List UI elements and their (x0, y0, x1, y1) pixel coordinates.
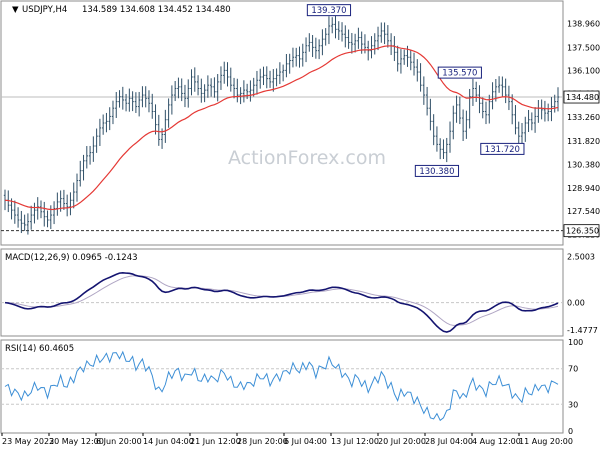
price-annotation: 135.570 (437, 66, 482, 79)
price-annotation-label: 135.570 (442, 69, 477, 79)
x-tick-label: 14 Jun 04:00 (143, 437, 194, 446)
macd-layer (1, 271, 563, 333)
rsi-tick-label: 0 (568, 427, 573, 436)
macd-panel-frame (0, 248, 564, 337)
x-tick-label: 6 Jul 04:00 (284, 437, 327, 446)
macd-label: MACD(12,26,9) 0.0965 -0.1243 (5, 253, 138, 263)
price-tick-label: 133.260 (567, 113, 600, 122)
price-tick-label: 130.380 (567, 160, 600, 169)
macd-tick-label: 0.00 (567, 299, 585, 308)
x-tick-label: 28 Jun 20:00 (237, 437, 288, 446)
price-tick-label: 128.940 (567, 184, 600, 193)
symbol-label: USDJPY,H4 (22, 5, 67, 15)
rsi-label: RSI(14) 60.4605 (5, 344, 74, 354)
macd-tick-label: -1.4777 (567, 326, 598, 335)
symbol-dropdown-icon[interactable]: ▼ (12, 5, 19, 15)
macd-tick-label: 2.5003 (567, 253, 595, 262)
rsi-tick-label: 30 (568, 400, 578, 409)
price-annotation: 139.370 (306, 4, 352, 17)
price-tick-label: 131.820 (567, 137, 600, 146)
x-tick-label: 23 May 2022 (2, 437, 54, 446)
rsi-line (4, 350, 559, 422)
ohlc-label: 134.589 134.608 134.452 134.480 (82, 5, 231, 15)
x-tick-label: 28 Jul 04:00 (425, 437, 473, 446)
price-panel-frame (0, 0, 564, 246)
current-price-tag (563, 90, 600, 104)
rsi-tick-label: 70 (568, 365, 578, 374)
x-tick-label: 21 Jun 12:00 (190, 437, 241, 446)
price-annotation-box (414, 164, 460, 177)
price-tick-label: 138.960 (567, 19, 600, 28)
price-annotation: 131.720 (480, 142, 525, 155)
price-tick-label: 127.540 (567, 207, 600, 216)
current-price-label: 134.480 (566, 93, 599, 102)
price-annotation-label: 130.380 (419, 167, 454, 177)
rsi-layer (1, 350, 563, 422)
price-annotation-label: 139.370 (311, 6, 346, 16)
price-annotation-box (480, 142, 525, 155)
support-label: 126.350 (566, 227, 599, 236)
support-tag (563, 224, 600, 238)
x-tick-label: 13 Jul 12:00 (331, 437, 379, 446)
price-layer: 139.370 135.570 130.380 131.720 (1, 4, 563, 235)
price-tick-label: 136.100 (567, 66, 600, 75)
price-annotation-box (437, 66, 482, 79)
price-tick-label: 137.500 (567, 43, 600, 52)
price-annotation: 130.380 (414, 164, 460, 177)
x-tick-label: 20 Jul 20:00 (378, 437, 426, 446)
price-annotation-box (306, 4, 352, 17)
watermark: ActionForex.com (228, 147, 386, 169)
moving-average-line (4, 45, 559, 211)
x-tick-label: 6 Jun 20:00 (96, 437, 142, 446)
price-annotation-label: 131.720 (485, 145, 520, 155)
macd-line (4, 271, 559, 333)
rsi-tick-label: 100 (568, 338, 583, 347)
axis-layer: 138.960137.500136.100134.680133.260131.8… (1, 19, 600, 446)
x-tick-label: 4 Aug 12:00 (472, 437, 521, 446)
x-tick-label: 30 May 12:00 (49, 437, 104, 446)
x-tick-label: 11 Aug 20:00 (519, 437, 573, 446)
